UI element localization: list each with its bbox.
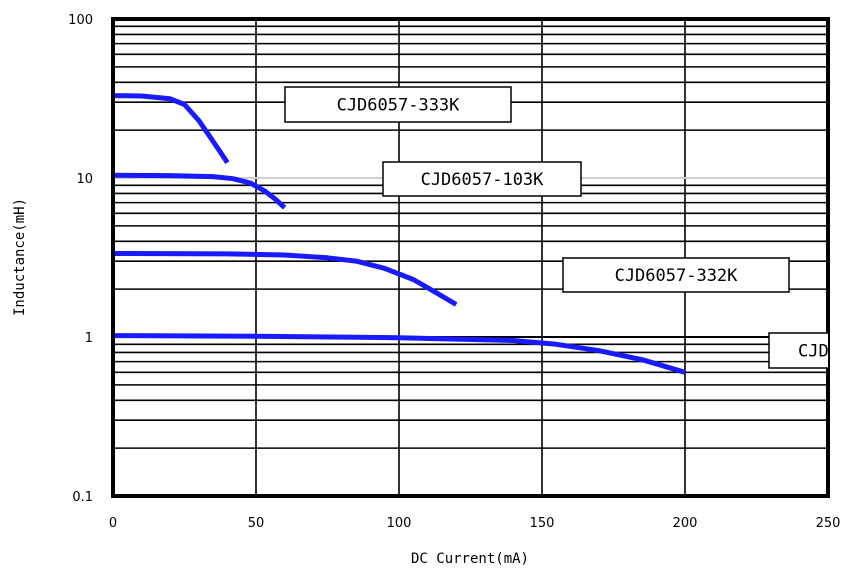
series-label-3: CJD6 — [768, 332, 839, 369]
y-tick-label: 1 — [85, 331, 93, 346]
series-line-1 — [113, 172, 287, 210]
y-tick-label: 10 — [76, 172, 93, 187]
series-label-text: CJD6057-103K — [421, 170, 545, 190]
y-tick-label: 0.1 — [72, 490, 93, 505]
y-axis-title: Inductance(mH) — [12, 198, 28, 316]
series-line-3 — [113, 333, 686, 375]
series-line-2 — [113, 251, 458, 307]
series-line-0 — [113, 93, 230, 164]
curves — [113, 93, 686, 375]
x-tick-label: 50 — [248, 516, 265, 531]
series-labels: CJD6057-333K CJD6057-103K CJD6057-332K CJD6 — [284, 86, 839, 369]
series-label-text: CJD6057-332K — [615, 266, 739, 286]
series-label-box — [382, 161, 582, 197]
x-tick-label: 100 — [387, 516, 412, 531]
series-label-box — [768, 332, 828, 369]
series-label-2: CJD6057-332K — [562, 257, 790, 293]
x-tick-label: 200 — [673, 516, 698, 531]
series-label-text: CJD6057-333K — [337, 96, 461, 116]
x-tick-label: 150 — [530, 516, 555, 531]
x-tick-label: 0 — [109, 516, 117, 531]
y-tick-label: 100 — [68, 13, 93, 28]
series-label-text: CJD6 — [798, 342, 839, 362]
tick-labels: 0 50 100 150 200 250 0.1 1 10 100 — [68, 13, 840, 531]
series-label-box — [284, 86, 512, 123]
series-label-0: CJD6057-333K — [284, 86, 512, 123]
series-label-1: CJD6057-103K — [382, 161, 582, 197]
series-label-box — [562, 257, 790, 293]
x-tick-label: 250 — [816, 516, 841, 531]
plot-frame — [111, 17, 830, 498]
x-axis-title: DC Current(mA) — [411, 551, 529, 567]
